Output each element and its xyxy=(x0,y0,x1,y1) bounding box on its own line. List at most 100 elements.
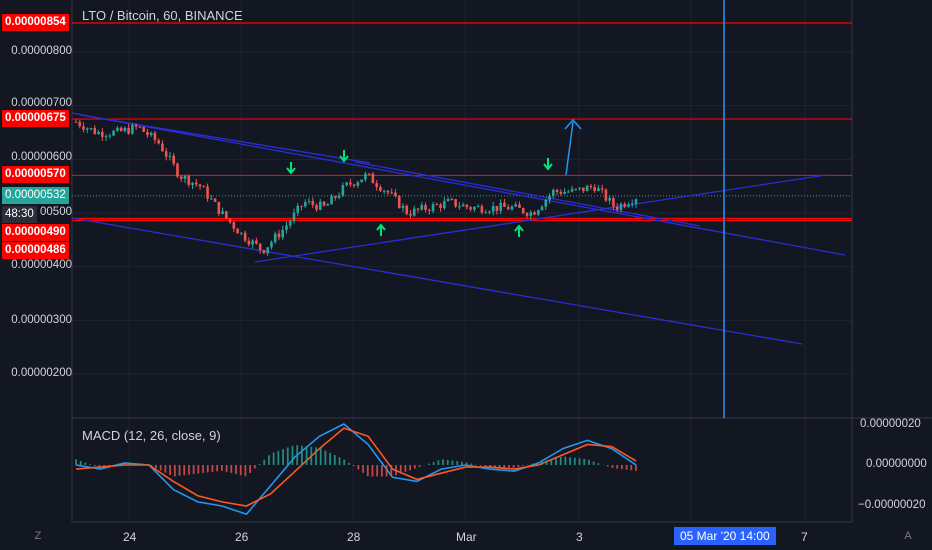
time-axis-label: 3 xyxy=(576,530,583,544)
candle-body xyxy=(367,173,371,175)
time-axis-label: 28 xyxy=(347,530,361,544)
candle-body xyxy=(439,204,442,208)
candle-body xyxy=(240,232,243,234)
candle-body xyxy=(123,127,127,132)
candle-body xyxy=(401,205,405,209)
candle-body xyxy=(183,175,187,179)
candle-body xyxy=(574,188,578,190)
candle-body xyxy=(247,240,251,245)
price-axis-label: 0.00000400 xyxy=(11,259,72,271)
candle-body xyxy=(458,206,461,208)
candle-body xyxy=(454,199,457,207)
candle-body xyxy=(518,204,521,208)
auto-scale-icon[interactable]: A xyxy=(904,530,912,542)
candle-body xyxy=(431,204,435,212)
trendline xyxy=(79,114,371,164)
candle-body xyxy=(600,188,604,190)
candle-body xyxy=(194,182,198,185)
candles xyxy=(74,119,638,256)
arrow-marker-head xyxy=(339,155,349,163)
candle-body xyxy=(510,206,514,210)
candle-body xyxy=(480,206,484,213)
candle-body xyxy=(619,203,623,210)
log-scale-icon[interactable]: Z xyxy=(34,530,42,542)
candle-body xyxy=(536,210,540,215)
candle-body xyxy=(593,187,596,191)
time-axis-label: 26 xyxy=(235,530,249,544)
candle-body xyxy=(465,204,469,208)
candle-body xyxy=(488,211,491,213)
candle-body xyxy=(473,206,476,210)
candle-body xyxy=(427,210,431,212)
candle-body xyxy=(544,199,548,207)
candle-body xyxy=(420,204,424,210)
countdown-tag: 48:30 xyxy=(2,206,37,223)
macd-axis-label: −0.00000020 xyxy=(858,499,926,511)
candle-body xyxy=(273,233,277,243)
price-tag-level[interactable]: 0.00000854 xyxy=(2,14,69,31)
candle-body xyxy=(82,126,85,130)
candle-body xyxy=(337,195,341,198)
arrow-marker-head xyxy=(376,223,386,231)
candle-body xyxy=(187,175,191,185)
price-tag-level[interactable]: 0.00000486 xyxy=(2,242,69,259)
candle-body xyxy=(206,186,209,199)
candle-body xyxy=(232,222,236,229)
candle-body xyxy=(97,131,100,135)
price-tag-current[interactable]: 0.00000532 xyxy=(2,187,69,204)
grid-lines xyxy=(72,0,852,522)
macd-title[interactable]: MACD (12, 26, close, 9) xyxy=(82,428,221,443)
candle-body xyxy=(225,211,228,219)
price-tag-level[interactable]: 0.00000570 xyxy=(2,166,69,183)
candle-body xyxy=(503,202,506,207)
candle-body xyxy=(176,163,179,177)
candle-body xyxy=(540,206,544,211)
candle-body xyxy=(506,206,510,210)
candle-body xyxy=(443,201,446,208)
candle-body xyxy=(371,173,375,184)
symbol-title[interactable]: LTO / Bitcoin, 60, BINANCE xyxy=(82,8,243,23)
candle-body xyxy=(85,128,89,130)
candle-body xyxy=(149,132,153,136)
candle-body xyxy=(131,124,134,134)
candle-body xyxy=(228,218,232,223)
horizontal-levels[interactable] xyxy=(72,22,852,222)
candle-body xyxy=(608,197,611,201)
candle-body xyxy=(127,127,130,134)
arrow-markers[interactable] xyxy=(286,150,553,237)
candle-body xyxy=(262,249,266,254)
price-tag-level[interactable]: 0.00000675 xyxy=(2,110,69,127)
candle-body xyxy=(164,151,168,157)
time-axis-label: 7 xyxy=(801,530,808,544)
candle-body xyxy=(491,205,495,212)
candle-body xyxy=(630,203,634,205)
candle-body xyxy=(318,201,322,210)
candle-body xyxy=(161,143,164,152)
candle-body xyxy=(330,196,333,205)
candle-body xyxy=(281,229,285,238)
candle-body xyxy=(326,204,330,206)
candle-body xyxy=(288,221,292,226)
time-axis-label: Mar xyxy=(456,530,477,544)
candle-body xyxy=(623,203,627,207)
trendline xyxy=(254,174,827,263)
candle-body xyxy=(390,192,394,194)
candle-body xyxy=(213,198,217,202)
candle-body xyxy=(585,185,589,192)
candle-body xyxy=(559,191,563,194)
candle-body xyxy=(236,228,239,234)
candle-body xyxy=(397,195,401,209)
candle-body xyxy=(341,185,345,196)
candle-body xyxy=(356,182,360,186)
candle-body xyxy=(409,214,412,216)
candle-body xyxy=(386,190,390,193)
trendline xyxy=(354,161,701,227)
projection-arrowhead xyxy=(564,118,582,130)
candle-body xyxy=(217,201,221,214)
price-tag-level[interactable]: 0.00000490 xyxy=(2,224,69,241)
price-axis-label: 00500 xyxy=(40,206,72,218)
candle-body xyxy=(476,206,480,208)
trendlines[interactable] xyxy=(71,112,846,345)
candle-body xyxy=(499,202,502,211)
